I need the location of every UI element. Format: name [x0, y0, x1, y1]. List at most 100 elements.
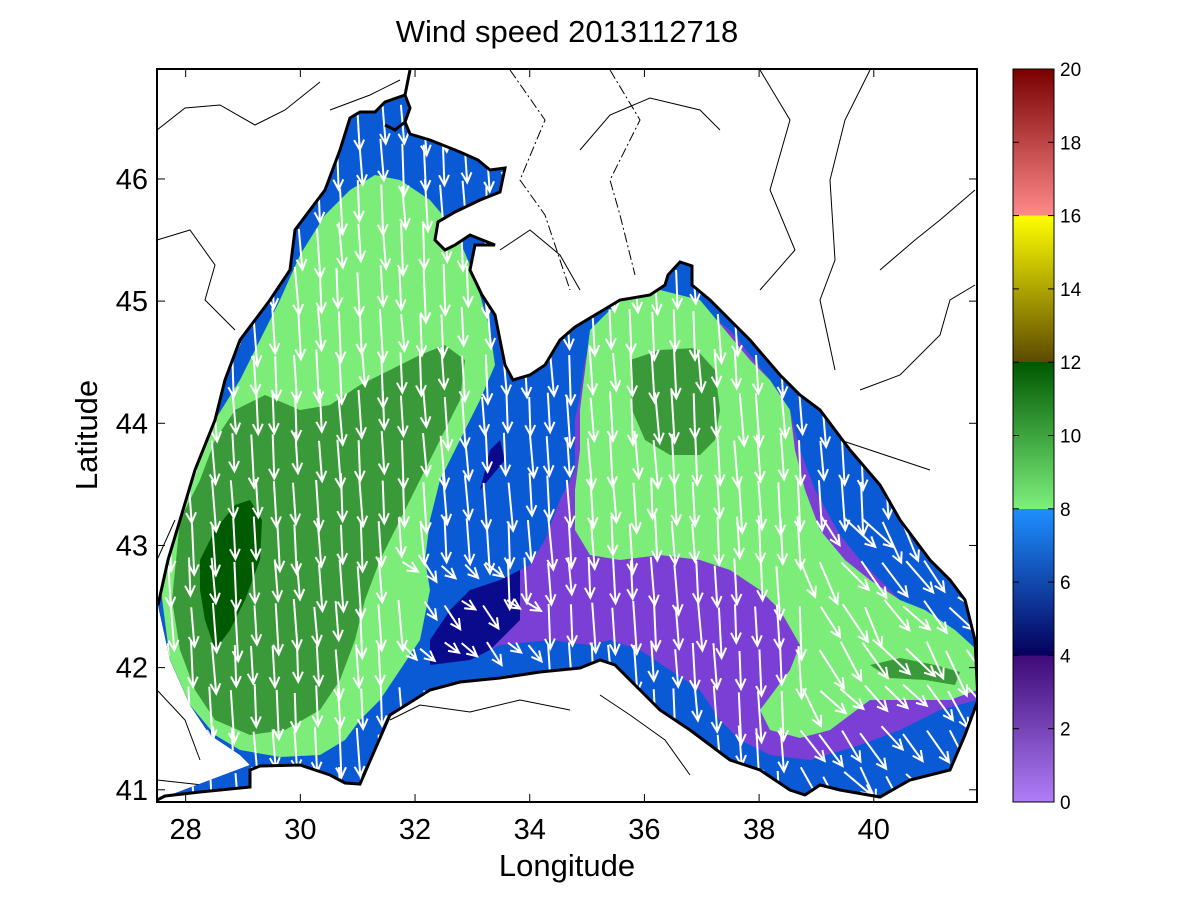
wind-arrow — [462, 439, 474, 483]
wind-arrow — [268, 645, 281, 690]
x-tick-label: 38 — [743, 814, 775, 846]
wind-arrow — [336, 524, 349, 566]
wind-arrow — [420, 482, 432, 535]
wind-arrow — [668, 520, 681, 567]
wind-arrow — [883, 599, 911, 633]
wind-arrow — [315, 271, 328, 315]
wind-arrow — [352, 644, 365, 690]
wind-arrow — [609, 557, 621, 606]
wind-arrow — [945, 650, 969, 698]
chart-title: Wind speed 2013112718 — [396, 14, 738, 49]
wind-arrow — [691, 435, 703, 488]
wind-arrow — [315, 564, 328, 614]
wind-arrow — [546, 518, 559, 572]
wind-arrow — [777, 727, 790, 774]
wind-arrow — [291, 431, 304, 476]
wind-arrow — [229, 394, 242, 436]
wind-arrow — [648, 351, 660, 405]
wind-arrow — [375, 521, 387, 569]
wind-arrow — [229, 517, 241, 562]
wind-arrow — [646, 477, 659, 521]
wind-arrow — [710, 643, 723, 691]
wind-arrow — [377, 431, 390, 476]
wind-arrow — [838, 477, 851, 533]
wind-arrow — [923, 560, 946, 594]
wind-arrow — [632, 430, 644, 481]
wind-arrow — [755, 690, 767, 745]
wind-arrow — [376, 309, 389, 364]
wind-arrow — [421, 179, 434, 234]
wind-arrow — [311, 685, 324, 729]
wind-arrow — [626, 524, 639, 576]
wind-arrow — [272, 689, 285, 742]
contour-level-10-11 — [172, 345, 960, 735]
wind-arrow — [524, 520, 537, 565]
wind-arrow — [335, 726, 347, 780]
wind-arrow — [712, 516, 725, 567]
wind-arrow — [273, 521, 286, 574]
wind-arrow — [464, 563, 480, 580]
wind-arrow — [332, 601, 344, 643]
y-tick-label: 45 — [116, 286, 148, 318]
wind-arrow — [375, 684, 388, 728]
wind-arrow — [461, 599, 478, 611]
wind-arrow — [314, 517, 327, 569]
wind-arrow — [881, 562, 909, 599]
wind-arrow — [420, 433, 432, 478]
colorbar-tick-label: 20 — [1060, 60, 1081, 81]
colorbar-tick-label: 10 — [1060, 427, 1081, 448]
wind-arrow — [566, 604, 579, 648]
wind-arrow — [864, 684, 889, 713]
wind-arrow — [819, 690, 848, 715]
wind-arrow — [334, 311, 347, 365]
wind-arrow — [880, 725, 905, 752]
wind-arrow — [731, 440, 744, 489]
coastline — [157, 69, 977, 802]
wind-arrow — [355, 608, 368, 661]
x-axis-label: Longitude — [499, 848, 635, 883]
wind-arrow — [647, 641, 660, 683]
wind-arrow — [606, 390, 619, 444]
wind-arrow — [799, 729, 827, 763]
wind-arrow — [251, 479, 264, 520]
wind-arrow — [499, 432, 512, 478]
wind-arrow — [186, 641, 199, 690]
wind-arrow — [777, 432, 790, 482]
x-tick-label: 30 — [284, 814, 316, 846]
wind-arrow — [754, 434, 766, 484]
y-tick-label: 42 — [116, 653, 148, 685]
wind-arrow — [402, 644, 419, 662]
wind-arrow — [630, 600, 643, 657]
wind-arrow — [861, 642, 890, 680]
y-axis-label: Latitude — [69, 380, 104, 490]
wind-arrow — [484, 561, 506, 579]
wind-arrow — [227, 480, 240, 520]
wind-arrow — [839, 687, 866, 711]
wind-arrow — [358, 347, 371, 389]
wind-arrow — [737, 393, 750, 448]
wind-arrow — [355, 390, 367, 440]
wind-arrow — [626, 560, 639, 602]
wind-arrow — [394, 266, 407, 312]
land-contour-lines — [157, 69, 976, 789]
wind-arrow — [776, 517, 789, 566]
wind-arrow — [356, 521, 369, 574]
wind-arrow — [458, 355, 471, 404]
wind-arrow — [419, 389, 432, 430]
wind-arrow — [268, 434, 280, 481]
wind-arrow — [626, 347, 639, 398]
wind-arrow — [462, 265, 474, 309]
wind-arrow — [713, 477, 725, 520]
wind-arrow — [586, 347, 599, 397]
wind-arrow — [437, 347, 450, 391]
wind-arrow — [376, 265, 389, 308]
colorbar-tick-label: 14 — [1060, 280, 1082, 301]
wind-arrow — [396, 599, 408, 653]
wind-arrow — [730, 350, 743, 391]
wind-arrow — [379, 224, 392, 271]
wind-arrow — [336, 222, 348, 270]
wind-arrow — [905, 647, 937, 678]
wind-arrow — [672, 606, 685, 652]
wind-arrow — [443, 605, 462, 631]
wind-arrow — [334, 688, 346, 730]
